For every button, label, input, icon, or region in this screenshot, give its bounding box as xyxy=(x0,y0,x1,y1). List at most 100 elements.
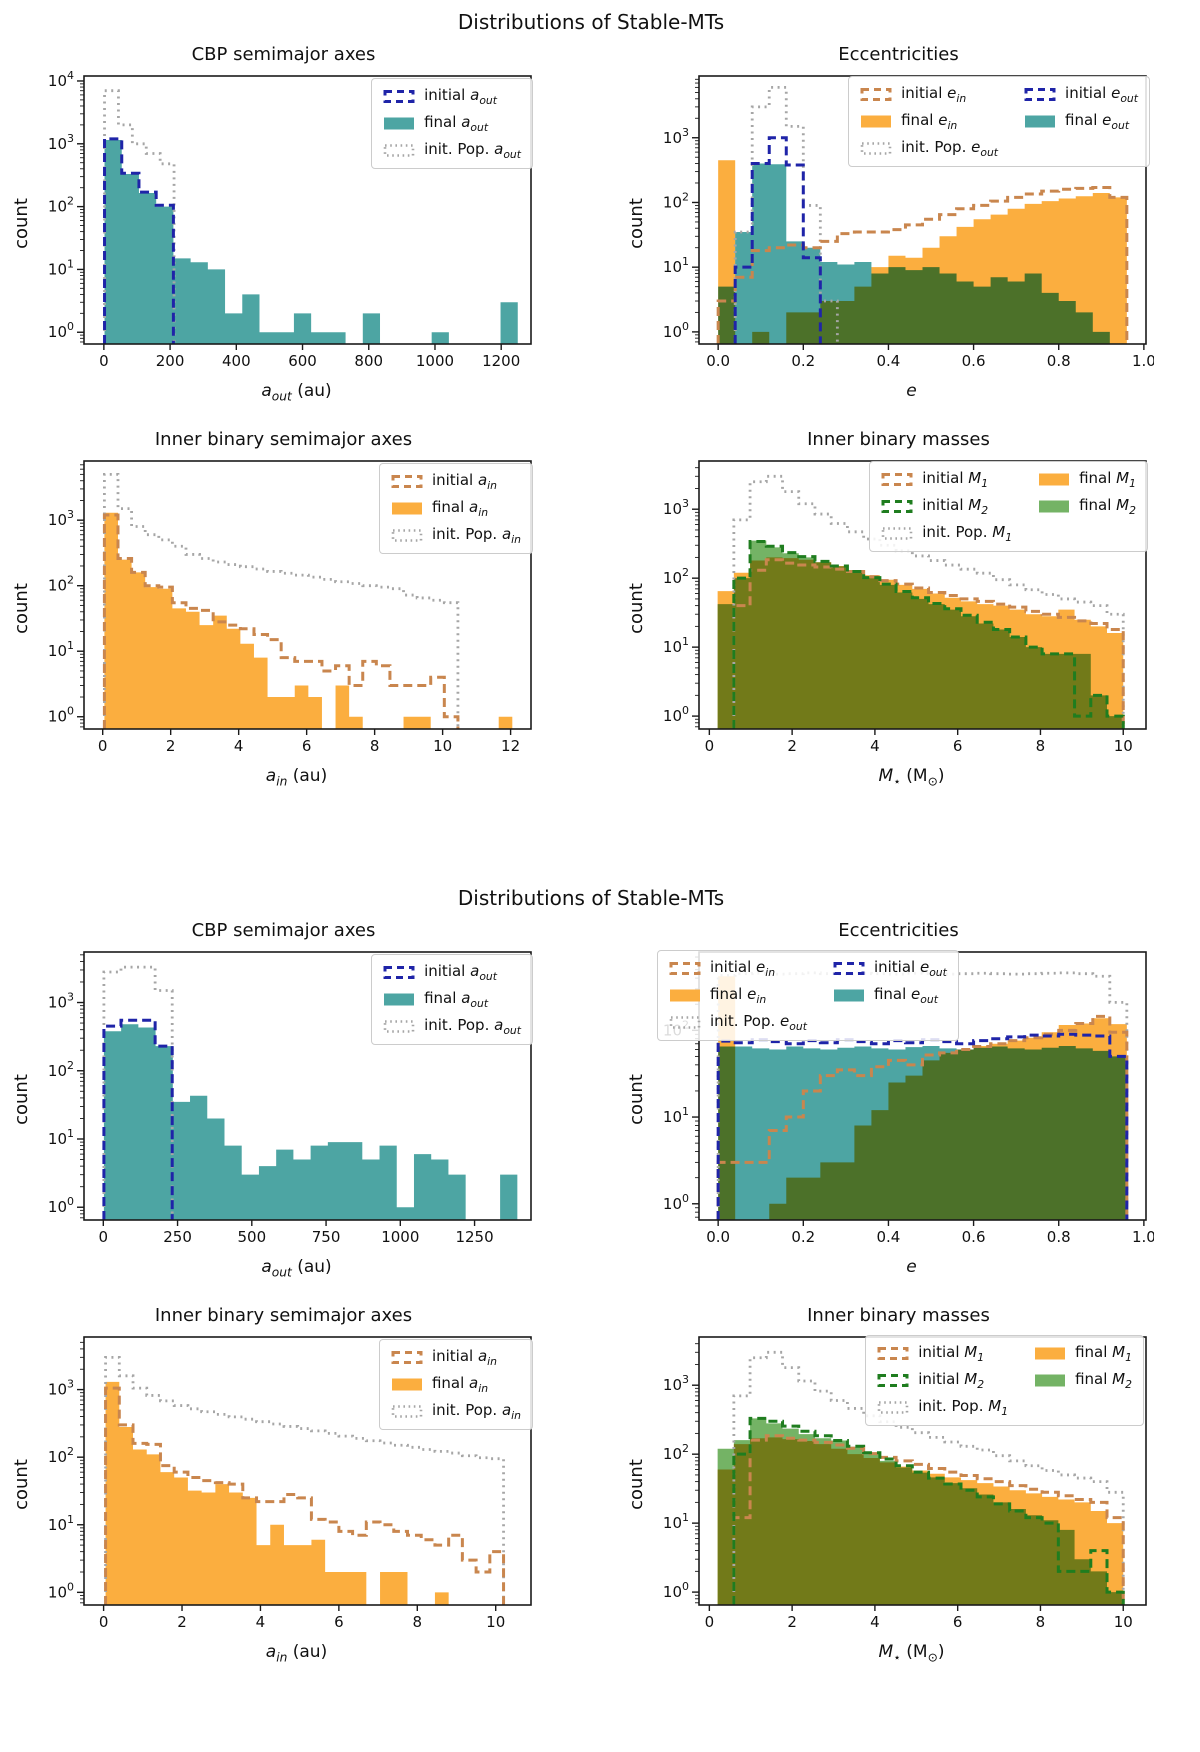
plot-canvas: 0 2 4 6 8 10 100 101 102 103 initial M1 final M1 ini… xyxy=(649,1329,1154,1640)
legend-label: final eout xyxy=(873,985,938,1006)
legend-entry: initial M1 xyxy=(877,1343,1008,1364)
series-fill xyxy=(104,513,513,730)
svg-text:0: 0 xyxy=(98,737,108,755)
series-dash xyxy=(716,1014,1129,1220)
plot-canvas: 0 2 4 6 8 10 100 101 102 103 initial ain final ain i… xyxy=(34,1329,539,1640)
plot-title: Inner binary semimajor axes xyxy=(154,1305,413,1327)
x-axis: 0 2 4 6 8 10 xyxy=(99,1605,505,1631)
subplot-eccentricities-2: Eccentricities count 0.0 0.2 0.4 0.6 0.8 1.0 1… xyxy=(623,920,1174,1279)
y-axis: 100 101 102 103 xyxy=(663,78,699,343)
fill-swatch-icon xyxy=(1039,473,1070,486)
series-dash xyxy=(732,1417,1125,1606)
svg-text:100: 100 xyxy=(663,704,689,725)
x-axis-label: e xyxy=(906,1257,917,1277)
fill-swatch-icon xyxy=(670,989,700,1002)
svg-text:10: 10 xyxy=(1114,737,1133,755)
subplot-grid: CBP semimajor axes count 0 200 400 600 800 10… xyxy=(8,44,1174,789)
series-dot xyxy=(103,473,460,730)
series-dash xyxy=(102,1018,174,1220)
y-axis: 100 101 102 103 xyxy=(663,467,699,728)
legend-label: initial eout xyxy=(1065,84,1138,105)
svg-text:0.6: 0.6 xyxy=(962,352,986,370)
y-axis-label: count xyxy=(10,582,32,634)
subplot-cbp-semimajor-axes-1: CBP semimajor axes count 0 200 400 600 800 10… xyxy=(8,44,559,403)
svg-text:0.2: 0.2 xyxy=(791,1228,815,1246)
legend-entry: init. Pop. ain xyxy=(391,525,521,546)
svg-text:102: 102 xyxy=(663,567,689,588)
svg-text:10: 10 xyxy=(1114,1613,1133,1631)
svg-text:6: 6 xyxy=(953,1613,963,1631)
svg-text:102: 102 xyxy=(48,195,74,216)
legend-entry: initial eout xyxy=(833,958,947,979)
legend-label: final ein xyxy=(710,985,767,1006)
series-dash xyxy=(716,1032,1129,1220)
legend-entry: final ein xyxy=(860,111,998,132)
dot-swatch-icon xyxy=(383,144,415,157)
legend: initial aout final aout init. Pop. aout xyxy=(371,954,533,1045)
legend-label: initial ain xyxy=(431,1347,498,1369)
plot-title: CBP semimajor axes xyxy=(191,920,376,941)
legend-label: initial aout xyxy=(424,86,498,107)
subplot-grid: CBP semimajor axes count 0 250 500 750 1000 1… xyxy=(8,920,1174,1665)
svg-text:0.8: 0.8 xyxy=(1047,352,1071,370)
svg-text:102: 102 xyxy=(663,190,689,211)
fill-swatch-icon xyxy=(1035,1347,1066,1360)
fill-swatch-icon xyxy=(384,993,415,1006)
legend-label: init. Pop. aout xyxy=(424,140,521,161)
svg-text:750: 750 xyxy=(312,1228,341,1246)
x-axis-label: e xyxy=(906,381,917,401)
plot-title: Inner binary semimajor axes xyxy=(154,429,413,451)
svg-text:100: 100 xyxy=(663,320,689,341)
svg-text:4: 4 xyxy=(870,1613,880,1631)
y-axis-label: count xyxy=(625,197,647,249)
legend-entry: initial aout xyxy=(383,962,521,983)
svg-text:0.8: 0.8 xyxy=(1047,1228,1071,1246)
histogram-svg: 0 250 500 750 1000 1250 100 101 102 103 xyxy=(34,944,539,1254)
legend-label: initial ein xyxy=(710,958,776,979)
legend-entry: final ain xyxy=(391,1374,521,1395)
svg-text:0.0: 0.0 xyxy=(706,352,730,370)
plot-title: Eccentricities xyxy=(838,44,959,65)
svg-text:800: 800 xyxy=(354,352,383,370)
legend-label: init. Pop. ain xyxy=(431,525,521,547)
svg-text:100: 100 xyxy=(48,1195,74,1216)
legend-entry: initial ain xyxy=(391,1347,521,1368)
series-group xyxy=(103,89,518,344)
series-fill xyxy=(717,1418,1124,1606)
svg-text:6: 6 xyxy=(953,737,963,755)
y-axis-label: count xyxy=(625,582,647,634)
series-dash xyxy=(732,1434,1125,1606)
svg-text:0.4: 0.4 xyxy=(877,352,901,370)
svg-text:103: 103 xyxy=(663,1374,689,1395)
legend-label: final M2 xyxy=(1075,1370,1132,1392)
legend-label: initial M2 xyxy=(918,1370,985,1392)
svg-text:100: 100 xyxy=(663,1192,689,1213)
svg-text:101: 101 xyxy=(663,1512,689,1533)
series-fill xyxy=(104,139,518,344)
svg-text:101: 101 xyxy=(663,255,689,276)
dash-swatch-icon xyxy=(860,88,892,101)
legend-label: initial eout xyxy=(873,958,947,979)
svg-text:400: 400 xyxy=(222,352,251,370)
svg-text:101: 101 xyxy=(48,257,74,278)
legend-label: initial M1 xyxy=(918,1343,985,1365)
dash-swatch-icon xyxy=(877,1374,909,1388)
svg-text:8: 8 xyxy=(1036,737,1046,755)
svg-text:10: 10 xyxy=(486,1613,505,1631)
dot-swatch-icon xyxy=(881,527,913,541)
legend-label: final ein xyxy=(901,111,958,132)
svg-text:1000: 1000 xyxy=(416,352,454,370)
dash-swatch-icon xyxy=(391,1351,423,1365)
series-group xyxy=(717,475,1125,730)
figure-top: Distributions of Stable-MTs CBP semimajo… xyxy=(8,10,1174,789)
svg-text:103: 103 xyxy=(48,991,74,1012)
plot-title: CBP semimajor axes xyxy=(191,44,376,65)
svg-text:103: 103 xyxy=(663,498,689,519)
legend-label: init. Pop. eout xyxy=(710,1012,807,1033)
plot-title: Eccentricities xyxy=(838,920,959,941)
series-dot xyxy=(103,89,176,344)
legend-label: final M2 xyxy=(1079,496,1136,518)
legend-label: init. Pop. eout xyxy=(901,138,999,159)
svg-text:101: 101 xyxy=(48,1513,74,1534)
dash-swatch-icon xyxy=(383,90,415,103)
